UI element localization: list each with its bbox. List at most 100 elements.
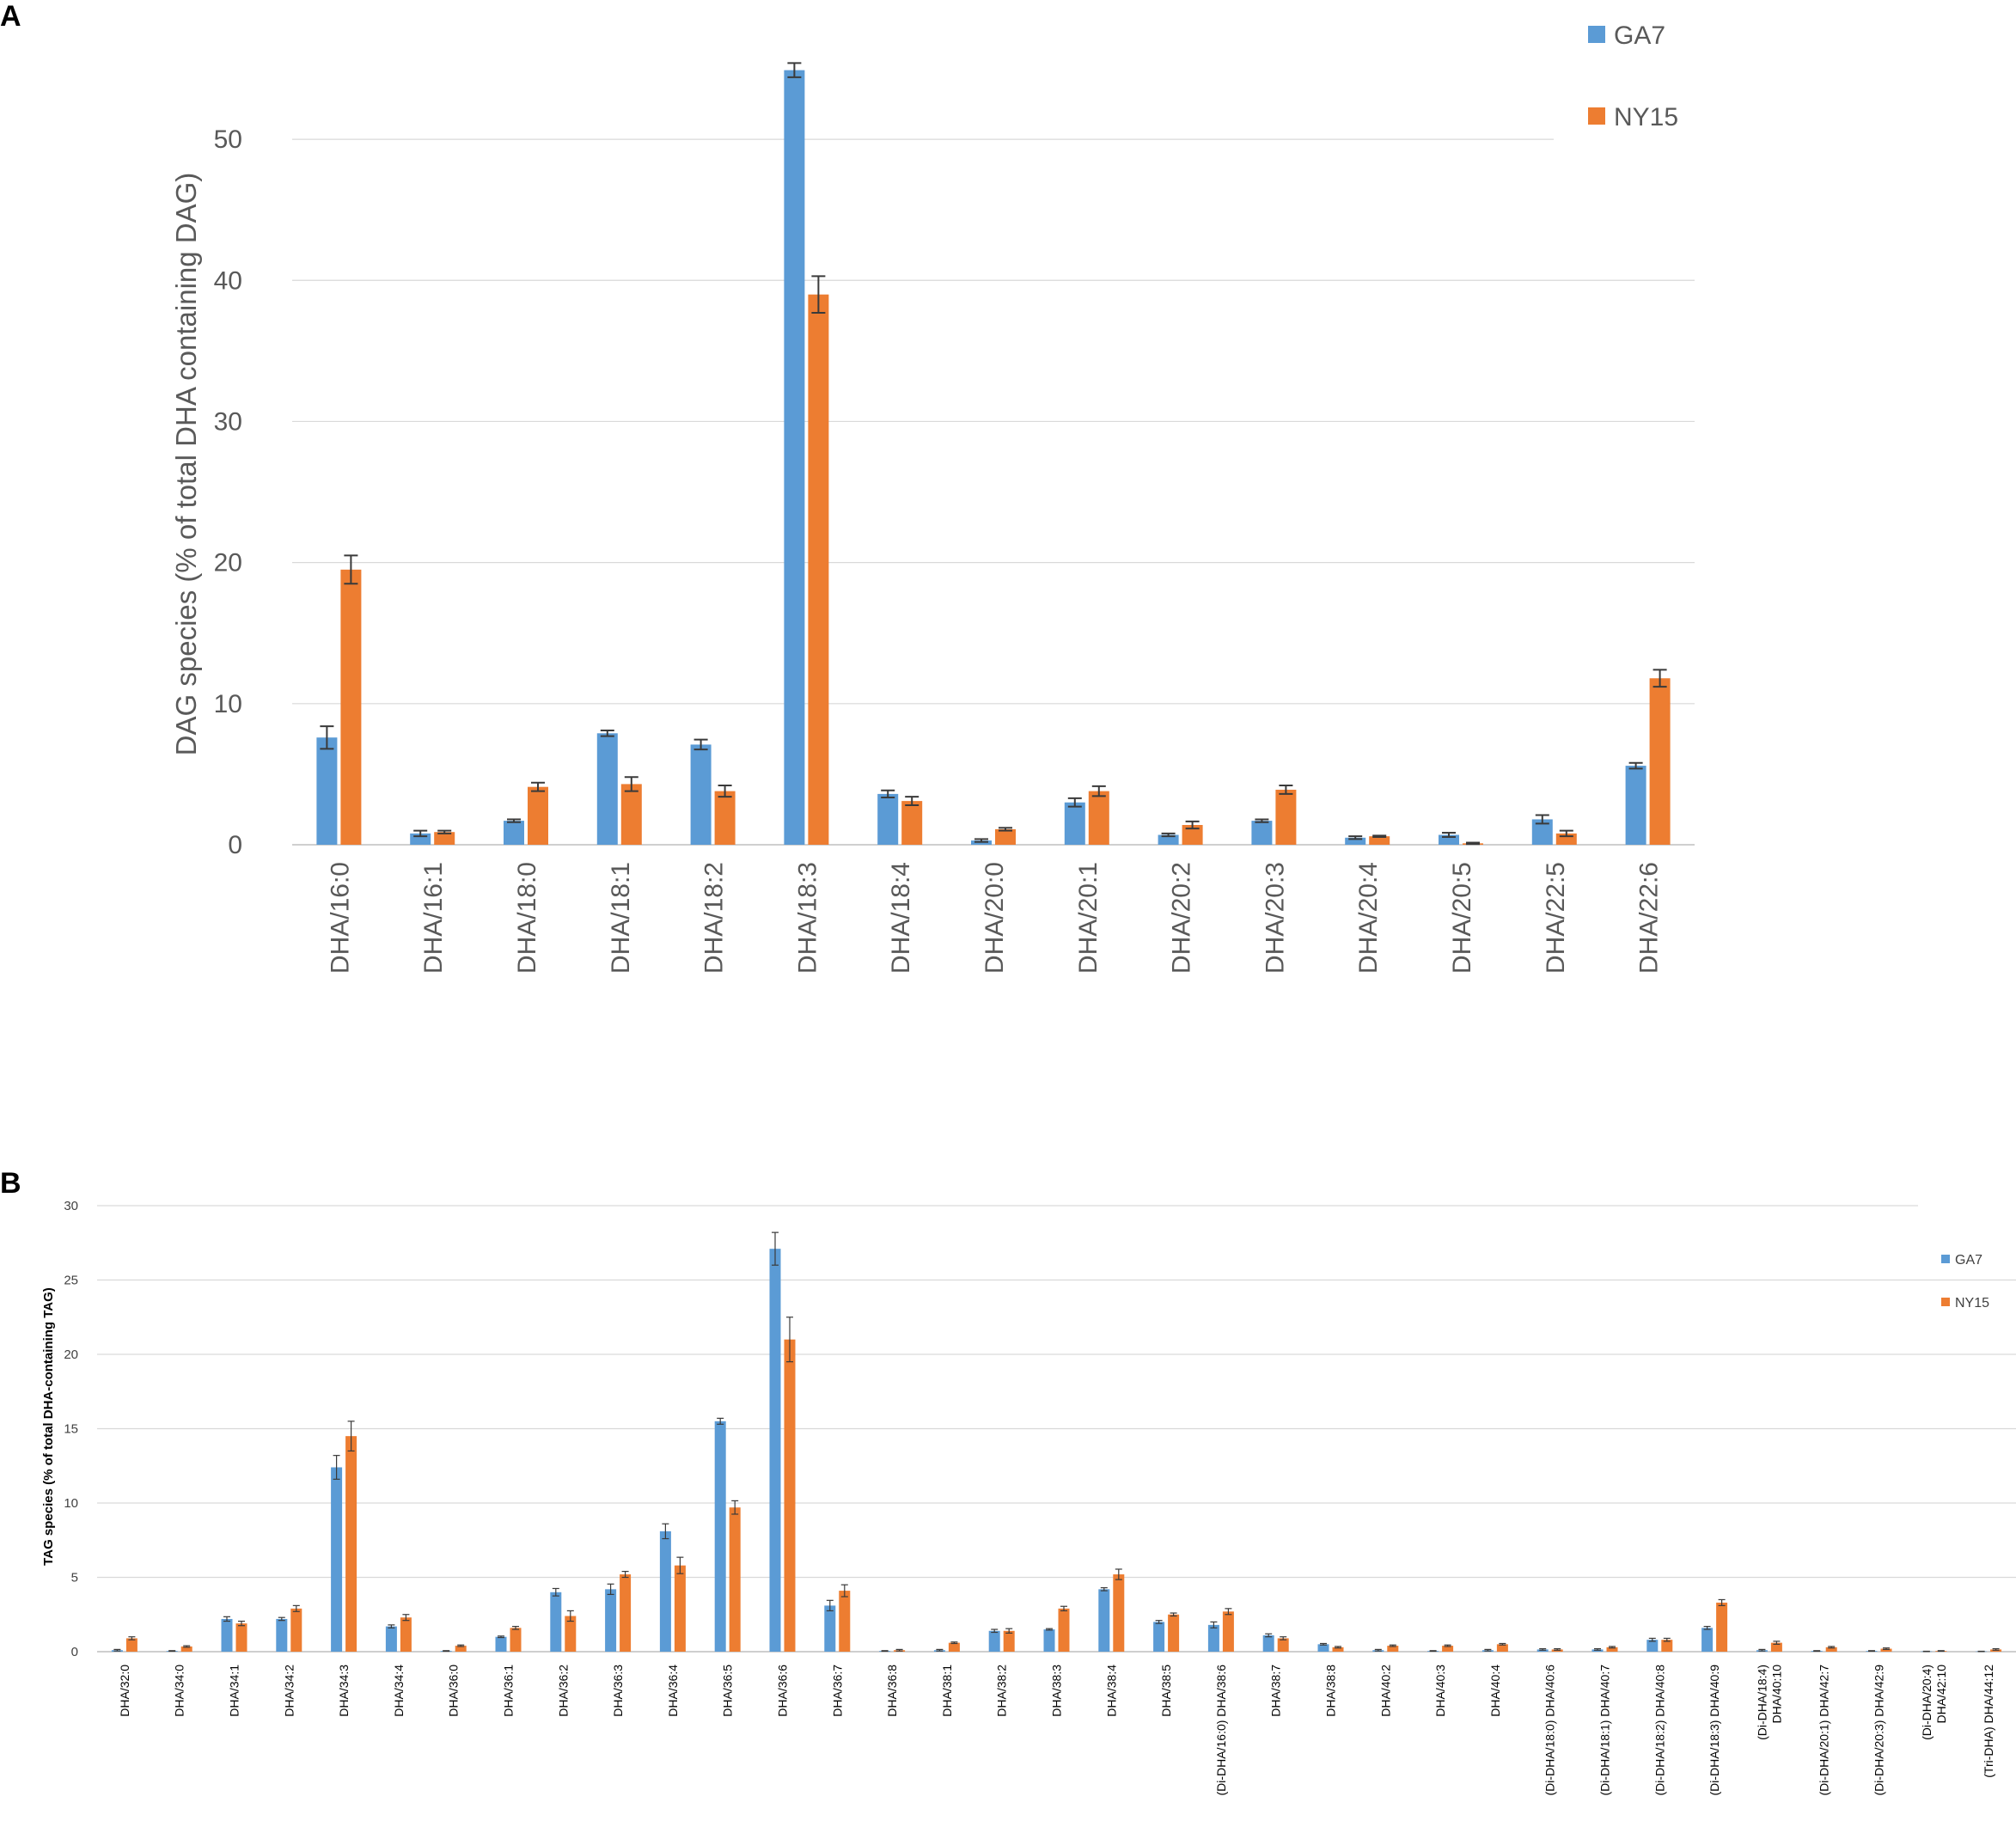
b-y-tick-25: 25: [64, 1274, 78, 1288]
b-category-label-17: DHA/38:3: [1050, 1665, 1064, 1717]
b-category-label-line: DHA/40:4: [1488, 1665, 1502, 1717]
b-category-label-line: DHA/40:3: [1433, 1665, 1447, 1717]
a-category-label-2: DHA/18:0: [513, 862, 541, 974]
a-category-label-line: DHA/18:1: [607, 862, 635, 974]
b-errorbar-ga7-11: [717, 1417, 724, 1425]
b-bar-ny15-19: [1168, 1614, 1180, 1652]
a-bar-ga7-4: [690, 744, 712, 845]
a-category-label-8: DHA/20:1: [1074, 862, 1103, 974]
panel-b-legend-swatch-ga7: [1941, 1255, 1950, 1263]
b-errorbar-ny15-10: [676, 1556, 684, 1574]
b-y-tick-15: 15: [64, 1422, 78, 1437]
a-errorbar-ga7-1: [413, 829, 428, 838]
b-category-label-19: DHA/38:5: [1159, 1665, 1173, 1717]
b-category-label-line: DHA/34:3: [337, 1665, 351, 1717]
b-errorbar-ny15-5: [402, 1614, 410, 1622]
panel-a-legend-swatch-ny15: [1588, 107, 1605, 125]
b-errorbar-ga7-19: [1155, 1620, 1163, 1624]
a-category-label-line: DHA/18:0: [513, 862, 541, 974]
b-bar-ny15-0: [125, 1638, 137, 1652]
b-category-label-10: DHA/36:4: [666, 1665, 680, 1717]
a-errorbar-ny15-11: [1372, 834, 1387, 838]
b-bar-ny15-11: [729, 1507, 741, 1652]
b-errorbar-ny15-9: [621, 1570, 629, 1579]
b-errorbar-ny15-13: [840, 1584, 848, 1598]
a-y-tick-20: 20: [214, 549, 242, 577]
b-bar-ga7-28: [1646, 1640, 1659, 1652]
b-category-label-line: DHA/36:2: [556, 1665, 570, 1717]
b-errorbar-ny15-0: [128, 1636, 136, 1641]
a-bar-ny15-4: [714, 791, 736, 845]
b-category-label-11: DHA/36:5: [721, 1665, 735, 1717]
b-bar-ga7-17: [1043, 1629, 1055, 1652]
a-bar-ga7-0: [316, 737, 338, 845]
b-y-tick-30: 30: [64, 1199, 78, 1213]
a-errorbar-ny15-4: [718, 785, 732, 798]
b-bar-ga7-16: [988, 1630, 1000, 1652]
b-category-label-34: (Tri-DHA) DHA/44:12: [1982, 1665, 1995, 1778]
a-errorbar-ga7-0: [320, 725, 334, 750]
b-category-label-18: DHA/38:4: [1104, 1665, 1118, 1717]
b-category-label-25: DHA/40:4: [1488, 1665, 1502, 1717]
panel-b-y-axis-label: TAG species (% of total DHA-containing T…: [41, 1287, 56, 1566]
a-errorbar-ga7-11: [1348, 835, 1363, 840]
b-bar-ga7-21: [1262, 1634, 1274, 1652]
a-category-label-0: DHA/16:0: [326, 862, 354, 974]
b-category-label-line: (Di-DHA/18:4): [1755, 1665, 1769, 1740]
b-category-label-5: DHA/34:4: [392, 1665, 406, 1717]
b-bar-ny15-9: [620, 1574, 632, 1652]
b-errorbar-ny15-33: [1937, 1650, 1945, 1653]
b-category-label-line: DHA/40:10: [1769, 1665, 1783, 1724]
b-errorbar-ny15-17: [1060, 1605, 1067, 1612]
b-category-label-line: (Di-DHA/18:1) DHA/40:7: [1598, 1665, 1612, 1796]
b-category-label-line: DHA/40:2: [1378, 1665, 1392, 1717]
b-category-label-3: DHA/34:2: [282, 1665, 296, 1717]
a-category-label-5: DHA/18:3: [793, 862, 822, 974]
b-errorbar-ga7-23: [1374, 1648, 1382, 1652]
b-bar-ny15-12: [784, 1339, 796, 1652]
a-errorbar-ga7-12: [1442, 832, 1456, 838]
a-errorbar-ny15-2: [531, 781, 545, 792]
a-errorbar-ga7-9: [1161, 832, 1176, 838]
b-bar-ny15-8: [565, 1616, 577, 1652]
a-category-label-line: DHA/18:2: [700, 862, 729, 974]
b-errorbar-ga7-15: [936, 1648, 944, 1652]
b-bar-ga7-5: [385, 1626, 397, 1652]
b-category-label-4: DHA/34:3: [337, 1665, 351, 1717]
a-bar-ga7-11: [1345, 837, 1366, 845]
b-bar-ny15-23: [1387, 1646, 1399, 1652]
b-errorbar-ny15-4: [347, 1421, 355, 1452]
a-errorbar-ny15-3: [624, 776, 638, 792]
a-bar-ny15-1: [434, 832, 455, 845]
panel-b-error-bars: [113, 1231, 2000, 1653]
b-bar-ny15-3: [290, 1608, 302, 1652]
a-bar-ny15-3: [620, 784, 642, 845]
b-errorbar-ny15-12: [786, 1317, 793, 1363]
b-errorbar-ga7-24: [1429, 1650, 1437, 1653]
b-y-tick-0: 0: [71, 1645, 78, 1659]
b-errorbar-ga7-1: [168, 1650, 176, 1653]
b-errorbar-ga7-6: [443, 1650, 450, 1653]
b-category-label-line: (Di-DHA/20:4): [1920, 1665, 1934, 1740]
b-errorbar-ga7-10: [662, 1523, 669, 1540]
b-errorbar-ga7-8: [552, 1587, 559, 1597]
b-category-label-line: DHA/36:7: [830, 1665, 844, 1717]
b-bar-ga7-18: [1098, 1589, 1110, 1652]
b-category-label-line: DHA/36:6: [776, 1665, 790, 1717]
b-category-label-line: (Di-DHA/18:3) DHA/40:9: [1707, 1665, 1721, 1796]
b-bar-ny15-7: [510, 1628, 522, 1652]
b-errorbar-ny15-32: [1883, 1647, 1890, 1651]
a-errorbar-ny15-0: [344, 554, 358, 585]
a-errorbar-ny15-14: [1653, 669, 1667, 688]
a-errorbar-ga7-2: [507, 818, 521, 823]
b-errorbar-ga7-4: [333, 1455, 340, 1480]
a-bar-ga7-2: [504, 821, 524, 845]
b-category-label-2: DHA/34:1: [228, 1665, 241, 1717]
a-category-label-line: DHA/22:5: [1542, 862, 1570, 974]
b-category-label-line: (Di-DHA/18:2) DHA/40:8: [1653, 1665, 1666, 1796]
b-errorbar-ga7-14: [881, 1650, 889, 1653]
b-y-tick-10: 10: [64, 1496, 78, 1511]
a-category-label-line: DHA/20:5: [1448, 862, 1476, 974]
a-errorbar-ny15-13: [1559, 829, 1573, 838]
b-bar-ga7-10: [659, 1531, 671, 1652]
